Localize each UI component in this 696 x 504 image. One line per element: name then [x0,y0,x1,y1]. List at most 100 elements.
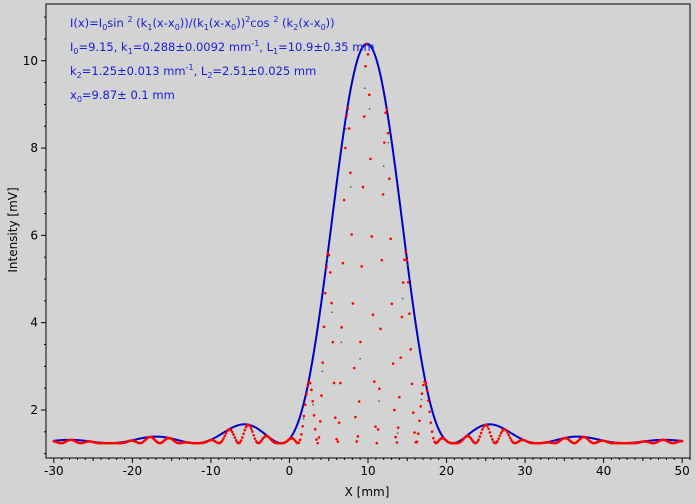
fit-point [344,146,347,150]
fit-point [506,431,509,434]
fit-point [300,433,303,436]
measured-point [326,257,328,260]
fit-point [346,107,350,110]
fit-point [404,251,407,254]
fit-point [362,115,366,118]
fit-point [355,440,358,443]
fit-point [311,399,315,403]
fit-point [320,394,323,397]
y-tick-label: 10 [23,54,38,68]
fit-point [399,356,402,359]
fit-point [312,414,316,417]
fit-point [224,432,228,435]
fit-point [477,438,480,442]
fit-point [486,424,489,428]
fit-point [487,427,490,431]
fit-point [425,389,429,392]
fit-point [337,421,341,424]
measured-point [364,87,366,89]
fit-point [364,64,367,68]
measured-point [401,297,404,300]
fit-point [375,441,379,445]
measured-point [345,128,347,130]
measured-point [251,429,253,431]
fit-point [481,428,484,431]
measured-point [307,382,310,384]
fit-point [396,426,400,429]
fit-point [318,420,322,423]
fit-point [298,438,302,442]
fit-point [306,384,309,388]
x-tick-label: 10 [360,464,375,478]
fit-point [316,441,320,445]
fit-point [496,439,499,443]
fit-point [350,233,353,236]
fit-point [357,400,361,403]
fit-point [416,432,420,436]
fit-point [498,434,502,437]
fit-point [432,436,435,440]
fit-point [380,258,384,262]
fit-point [424,382,428,386]
fit-point [331,340,335,344]
fit-point [376,428,380,431]
fit-point [504,429,508,432]
fit-point [238,441,242,444]
fit-point [352,366,356,370]
fit-point [401,281,405,284]
fit-point [305,392,308,396]
fit-point [410,382,414,386]
x-tick-label: -30 [44,464,64,478]
fit-point [349,171,352,175]
fit-point [405,259,409,262]
fit-point [393,408,396,412]
fit-point [384,111,387,115]
measured-point [383,165,385,167]
fit-point [427,399,430,402]
fit-point [239,439,243,442]
fit-point [339,381,342,385]
fit-point [423,380,426,383]
fit-point [297,441,301,444]
fit-point [222,437,225,440]
annotation-line-2: I0=9.15, k1=0.288±0.0092 mm-1, L1=10.9±0… [70,39,375,56]
measured-point [420,398,423,401]
fit-point [313,427,317,431]
x-tick-label: -10 [201,464,221,478]
fit-point [354,415,357,419]
fit-point [252,433,255,437]
fit-point [315,438,318,441]
fit-point [303,403,307,407]
fit-point [234,439,238,442]
fit-point [413,431,416,434]
fit-point [372,380,376,383]
annotation-line-3: k2=1.25±0.013 mm-1, L2=2.51±0.025 mm [70,63,316,80]
fit-point [420,392,424,395]
x-axis-label: X [mm] [345,485,390,499]
measured-point [312,403,314,406]
fit-point [403,258,406,262]
fit-point [421,383,425,387]
fit-point [229,428,233,432]
y-tick-label: 6 [30,228,38,242]
fit-point [323,291,327,295]
annotation-line-4: x0=9.87± 0.1 mm [70,88,175,104]
fit-point [491,438,494,441]
fit-point [251,430,254,433]
fit-point [230,430,234,434]
fit-point [365,42,369,46]
fit-point [367,93,371,97]
fit-point [390,302,394,306]
fit-point [233,436,237,439]
fit-point [253,437,257,440]
fit-point [430,430,434,433]
x-tick-label: -20 [123,464,143,478]
measured-point [331,311,333,313]
fit-point [381,193,385,196]
measured-point [232,432,234,434]
fit-point [366,53,370,56]
measured-point [340,341,342,344]
fit-point [351,302,355,305]
fit-annotation: I(x)=I0sin 2 (k1(x-x0))/(k1(x-x0))2cos 2… [70,15,375,104]
